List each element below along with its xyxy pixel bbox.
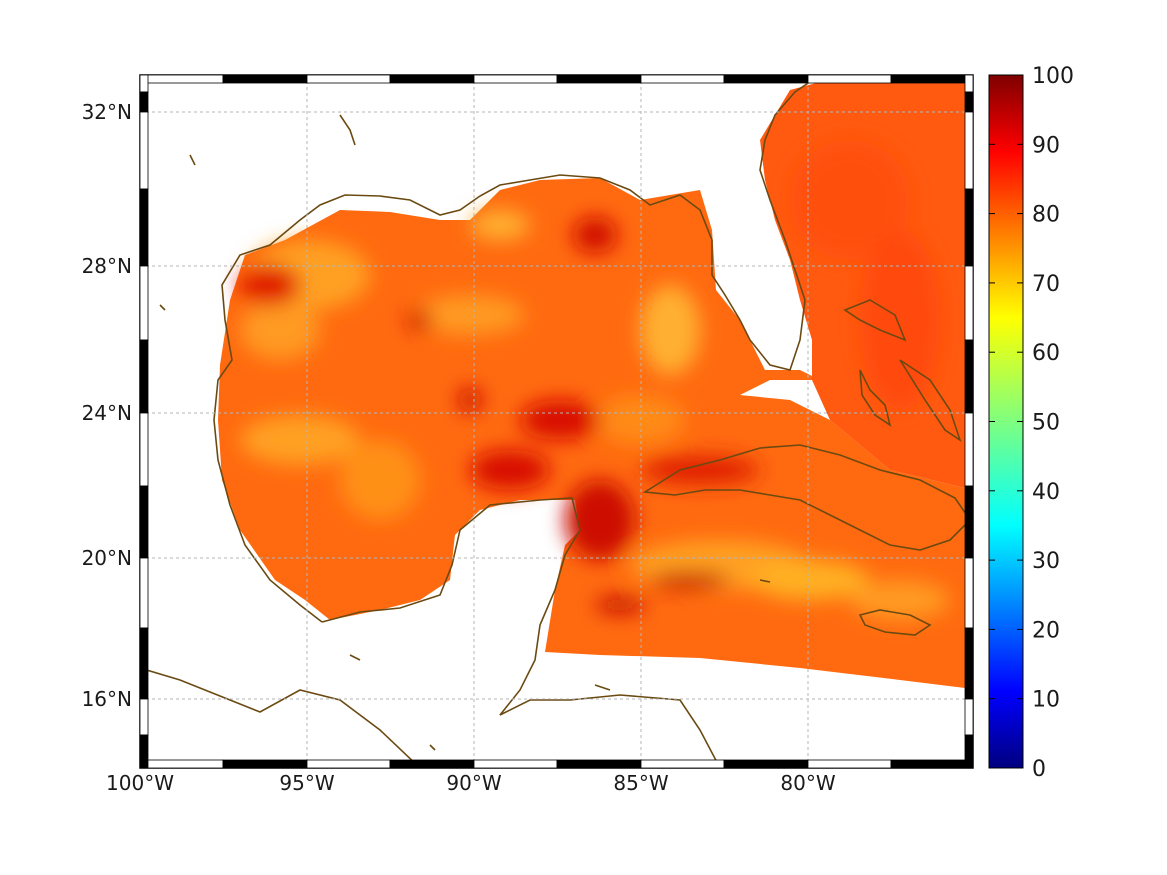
frame-segment (964, 188, 974, 267)
x-tick-label: 100°W (106, 771, 174, 795)
frame-segment (964, 111, 974, 190)
frame-segment (890, 759, 974, 769)
x-tick-label: 80°W (780, 771, 835, 795)
frame-segment (556, 759, 642, 769)
frame-segment (389, 759, 475, 769)
frame-segment (723, 759, 809, 769)
frame-segment (473, 759, 558, 769)
frame-bottom (139, 759, 974, 769)
frame-segment (139, 557, 149, 629)
frame-segment (964, 698, 974, 736)
frame-segment (964, 265, 974, 341)
frame-segment (807, 759, 892, 769)
colorbar-tick-label: 50 (1032, 411, 1060, 436)
frame-segment (890, 74, 974, 84)
frame-segment (139, 412, 149, 487)
frame-segment (139, 111, 149, 190)
y-tick-label: 28°N (82, 254, 132, 278)
colorbar-tick-label: 0 (1032, 757, 1046, 782)
coast-gulf-west (140, 75, 821, 768)
frame-top (139, 74, 974, 84)
frame-segment (964, 412, 974, 487)
frame-segment (222, 74, 308, 84)
frame-segment (389, 74, 475, 84)
data-field (218, 82, 965, 688)
frame-segment (139, 698, 149, 736)
frame-segment (556, 74, 642, 84)
x-tick-labels: 100°W 95°W 90°W 85°W 80°W (106, 771, 836, 795)
frame-segment (139, 188, 149, 267)
y-tick-label: 24°N (82, 401, 132, 425)
coast-islands (159, 114, 771, 751)
colorbar-tick-label: 70 (1032, 272, 1060, 297)
frame-segment (723, 74, 809, 84)
map-frame (139, 74, 974, 769)
frame-segment (807, 74, 892, 84)
colorbar-tick-label: 90 (1032, 133, 1060, 158)
grid-lines (140, 75, 973, 768)
colorbar-tick-label: 100 (1032, 64, 1074, 89)
frame-segment (139, 74, 149, 93)
frame-segment (964, 74, 974, 93)
frame-segment (964, 485, 974, 559)
frame-segment (139, 265, 149, 341)
colorbar-tick-label: 80 (1032, 203, 1060, 228)
y-tick-label: 20°N (82, 546, 132, 570)
coast-jamaica (858, 609, 932, 636)
colorbar-tick-label: 60 (1032, 341, 1060, 366)
frame-segment (139, 91, 149, 113)
colorbar-ticks (989, 74, 1023, 769)
frame-segment (139, 74, 224, 84)
frame-right (964, 74, 974, 769)
colorbar-tick-label: 10 (1032, 688, 1060, 713)
frame-segment (964, 557, 974, 629)
frame-segment (139, 627, 149, 700)
frame-segment (139, 734, 149, 769)
frame-segment (473, 74, 558, 84)
frame-left (139, 74, 149, 769)
colorbar: 0 10 20 30 40 50 60 70 80 90 100 (988, 64, 1074, 782)
y-tick-label: 32°N (82, 100, 132, 124)
frame-segment (964, 734, 974, 769)
frame-segment (306, 759, 391, 769)
frame-segment (222, 759, 308, 769)
frame-segment (640, 74, 725, 84)
frame-segment (139, 759, 224, 769)
coast-bahamas (843, 299, 962, 442)
x-tick-label: 90°W (446, 771, 501, 795)
colorbar-tick-label: 40 (1032, 480, 1060, 505)
coast-cuba (642, 444, 972, 551)
colorbar-tick-labels: 0 10 20 30 40 50 60 70 80 90 100 (1032, 64, 1074, 782)
frame-segment (964, 627, 974, 700)
frame-segment (139, 339, 149, 414)
coast-yucatan (321, 497, 721, 768)
frame-segment (306, 74, 391, 84)
field-patches (240, 140, 950, 620)
colorbar-tick-label: 20 (1032, 618, 1060, 643)
x-tick-label: 95°W (279, 771, 334, 795)
y-tick-labels: 32°N 28°N 24°N 20°N 16°N (82, 100, 132, 711)
y-tick-label: 16°N (82, 687, 132, 711)
coastlines (140, 75, 972, 768)
frame-segment (139, 485, 149, 559)
colorbar-tick-label: 30 (1032, 549, 1060, 574)
frame-segment (964, 91, 974, 113)
frame-segment (640, 759, 725, 769)
x-tick-label: 85°W (613, 771, 668, 795)
frame-segment (964, 339, 974, 414)
